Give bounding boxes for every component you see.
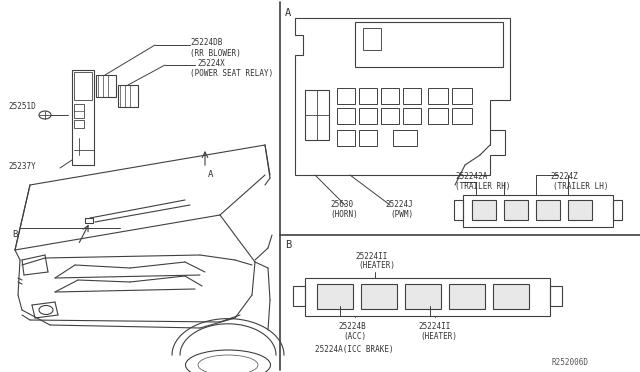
Text: 25251D: 25251D: [8, 102, 36, 111]
Bar: [381, 88, 399, 104]
Text: (TRAILER RH): (TRAILER RH): [455, 182, 511, 191]
Text: R252006D: R252006D: [552, 358, 589, 367]
Bar: [452, 88, 472, 104]
Text: (HEATER): (HEATER): [358, 261, 395, 270]
Bar: [363, 28, 381, 50]
Bar: [452, 108, 472, 124]
Bar: [403, 88, 421, 104]
Bar: [536, 200, 560, 220]
Bar: [355, 22, 503, 67]
Text: 25224X: 25224X: [197, 59, 225, 68]
Text: 252242A: 252242A: [455, 172, 488, 181]
Bar: [337, 108, 355, 124]
Text: A: A: [285, 8, 291, 18]
Bar: [359, 130, 377, 146]
Text: (PWM): (PWM): [390, 210, 413, 219]
Text: B: B: [285, 240, 291, 250]
Bar: [472, 200, 496, 220]
Bar: [449, 284, 485, 309]
Text: B: B: [12, 230, 17, 239]
Bar: [305, 278, 550, 316]
Bar: [403, 108, 421, 124]
Text: 25630: 25630: [330, 200, 353, 209]
Text: 25224DB: 25224DB: [190, 38, 222, 47]
Text: (HORN): (HORN): [330, 210, 358, 219]
Text: 25224J: 25224J: [385, 200, 413, 209]
Bar: [359, 108, 377, 124]
Bar: [337, 130, 355, 146]
Bar: [74, 72, 92, 100]
Bar: [504, 200, 528, 220]
Text: 25224II: 25224II: [355, 252, 387, 261]
Bar: [305, 90, 329, 140]
Bar: [428, 88, 448, 104]
Bar: [550, 286, 562, 306]
Bar: [96, 75, 116, 97]
Bar: [74, 120, 84, 128]
Text: (POWER SEAT RELAY): (POWER SEAT RELAY): [190, 69, 273, 78]
Text: (ACC): (ACC): [343, 332, 366, 341]
Bar: [337, 88, 355, 104]
Text: 25224A(ICC BRAKE): 25224A(ICC BRAKE): [315, 345, 394, 354]
Text: (HEATER): (HEATER): [420, 332, 457, 341]
Text: A: A: [208, 170, 213, 179]
Text: 25224Z: 25224Z: [550, 172, 578, 181]
Bar: [613, 200, 622, 220]
Bar: [85, 218, 93, 223]
Bar: [454, 200, 463, 220]
Bar: [317, 284, 353, 309]
Bar: [293, 286, 305, 306]
Bar: [74, 104, 84, 118]
Text: 25224II: 25224II: [418, 322, 451, 331]
Bar: [463, 195, 613, 227]
Bar: [72, 70, 94, 165]
Text: (RR BLOWER): (RR BLOWER): [190, 49, 241, 58]
Bar: [568, 200, 592, 220]
Bar: [428, 108, 448, 124]
Bar: [405, 284, 441, 309]
Bar: [381, 108, 399, 124]
Bar: [359, 88, 377, 104]
Bar: [361, 284, 397, 309]
Text: (TRAILER LH): (TRAILER LH): [553, 182, 609, 191]
Bar: [118, 85, 138, 107]
Bar: [393, 130, 417, 146]
Text: 25237Y: 25237Y: [8, 162, 36, 171]
Bar: [493, 284, 529, 309]
Text: 25224B: 25224B: [338, 322, 365, 331]
